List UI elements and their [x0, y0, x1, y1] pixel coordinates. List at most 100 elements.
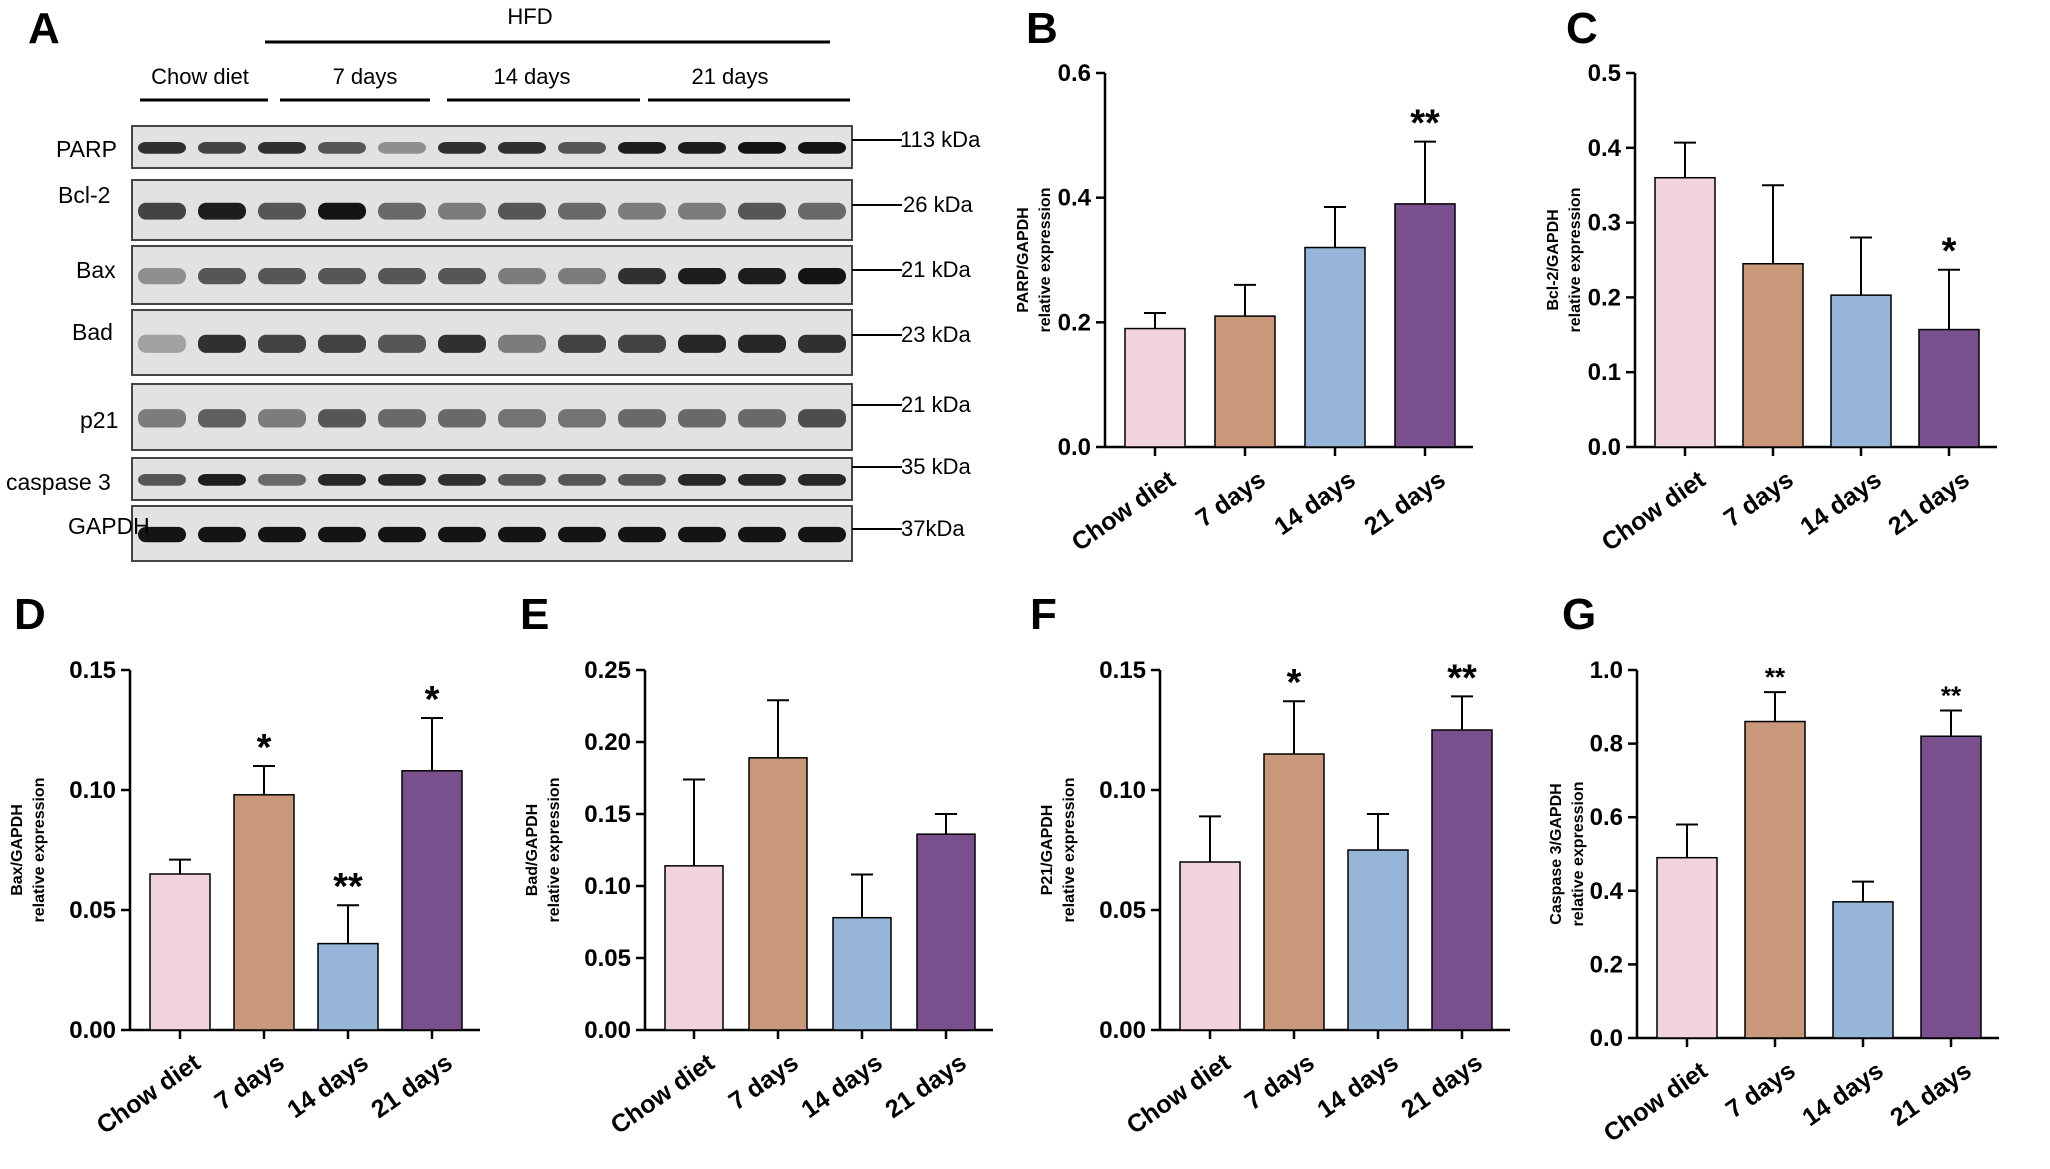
significance-marker: *: [425, 679, 440, 721]
blot-band: [258, 473, 306, 486]
blot-band: [198, 409, 246, 428]
blot-band: [558, 409, 606, 428]
y-tick-label: 0.6: [1590, 804, 1623, 831]
blot-band: [618, 409, 666, 428]
x-tick-label-group: 7 days: [1719, 465, 1799, 533]
blot-band: [318, 526, 366, 543]
x-tick-label: 14 days: [1312, 1048, 1403, 1124]
blot-band: [798, 409, 846, 428]
blot-band: [498, 473, 546, 486]
y-tick-label: 1.0: [1590, 657, 1623, 684]
blot-band: [798, 141, 846, 154]
panel-letter-a: A: [28, 4, 60, 53]
panel-letter-d: D: [14, 590, 46, 639]
blot-strip-caspase-3: [131, 457, 853, 501]
blot-group-label: 21 days: [691, 64, 768, 89]
bar: [317, 942, 379, 1031]
y-tick-label: 0.4: [1590, 878, 1624, 905]
x-tick-label-group: 14 days: [1795, 465, 1886, 541]
blot-band: [258, 526, 306, 543]
western-blot-panel: HFD Chow diet 7 days 14 days 21 days PARP 113 …: [0, 0, 1060, 575]
blot-kda-label: 21 kDa: [901, 257, 971, 282]
y-axis-label: Bad/GAPDH relative expression: [524, 778, 563, 923]
blot-strip-p21: [131, 383, 853, 451]
y-axis-label-line2: relative expression: [1037, 188, 1054, 333]
blot-band: [438, 202, 486, 220]
blot-band: [678, 334, 726, 353]
blot-band: [678, 526, 726, 543]
blot-row-label: caspase 3: [6, 469, 111, 495]
bar: [1656, 856, 1718, 1039]
y-tick-label: 0.2: [1590, 951, 1623, 978]
y-axis-label-line1: P21/GAPDH: [1039, 805, 1056, 896]
blot-band: [138, 473, 186, 486]
blot-band: [198, 334, 246, 353]
bar: [1179, 861, 1241, 1031]
y-tick-label: 0.00: [1099, 1017, 1146, 1044]
x-tick-label-group: 14 days: [1797, 1056, 1888, 1132]
x-tick-label-group: 14 days: [282, 1048, 373, 1124]
y-tick-label: 0.5: [1588, 60, 1621, 87]
chart-g-svg: 0.0 0.2 0.4 0.6 0.8 1.0 Caspase 3/GAPDH relativ…: [1548, 657, 1999, 1148]
significance-marker: **: [333, 866, 363, 908]
bar: [1304, 246, 1366, 448]
y-tick-label: 0.0: [1588, 434, 1621, 461]
y-tick-label: 0.2: [1058, 309, 1091, 336]
blot-band: [738, 473, 786, 486]
bar: [1832, 901, 1894, 1039]
blot-band: [258, 268, 306, 285]
blot-band: [798, 202, 846, 220]
bar: [1263, 753, 1325, 1031]
x-tick-label-group: 21 days: [1883, 465, 1974, 541]
x-tick-label: 7 days: [1721, 1056, 1801, 1124]
x-tick-label-group: 21 days: [366, 1048, 457, 1124]
blot-band: [378, 409, 426, 428]
x-tick-label-group: 7 days: [1191, 465, 1271, 533]
y-tick-label: 0.05: [584, 945, 631, 972]
y-axis-label-line2: relative expression: [1567, 188, 1584, 333]
y-axis-label-line2: relative expression: [1061, 778, 1078, 923]
blot-kda-label: 37kDa: [901, 516, 965, 541]
y-axis-label: Bcl-2/GAPDH relative expression: [1545, 188, 1584, 333]
x-tick-label: 14 days: [1797, 1056, 1888, 1132]
x-tick-label: 7 days: [724, 1048, 804, 1116]
blot-band: [678, 141, 726, 154]
y-tick-label: 0.15: [584, 801, 631, 828]
y-axis-label-line1: Bax/GAPDH: [9, 804, 26, 896]
blot-band: [678, 409, 726, 428]
blot-band: [558, 334, 606, 353]
blot-band: [498, 334, 546, 353]
blot-band: [438, 268, 486, 285]
blot-band: [378, 268, 426, 285]
blot-band: [738, 526, 786, 543]
x-tick-label: 7 days: [210, 1048, 290, 1116]
x-tick-label: 14 days: [1795, 465, 1886, 541]
chart-c-bcl2: 0.0 0.1 0.2 0.3 0.4 0.5 Bcl-2/GAPDH relative ex…: [1540, 55, 2045, 595]
blot-kda-label: 23 kDa: [901, 322, 971, 347]
x-tick-label: 21 days: [1396, 1048, 1487, 1124]
blot-row-label: PARP: [56, 136, 117, 162]
panel-letter-g: G: [1562, 590, 1597, 639]
x-tick-label: Chow diet: [92, 1048, 206, 1140]
y-tick-label: 0.15: [69, 657, 116, 684]
blot-band: [798, 526, 846, 543]
chart-b-svg: 0.0 0.2 0.4 0.6 PARP/GAPDH relative expressio…: [1015, 60, 1473, 557]
blot-band: [258, 202, 306, 220]
blot-band: [738, 202, 786, 220]
blot-band: [318, 141, 366, 154]
blot-band: [318, 409, 366, 428]
blot-band: [618, 473, 666, 486]
panel-letter-c: C: [1566, 4, 1598, 53]
blot-strip-gapdh: [131, 505, 853, 562]
blot-band: [798, 334, 846, 353]
panel-letter-b: B: [1026, 4, 1058, 53]
blot-band: [138, 334, 186, 353]
y-tick-label: 0.8: [1590, 731, 1623, 758]
x-tick-label: Chow diet: [606, 1048, 720, 1140]
x-tick-label-group: Chow diet: [1122, 1048, 1236, 1140]
x-tick-label: 21 days: [880, 1048, 971, 1124]
blot-band: [498, 141, 546, 154]
x-tick-label-group: 7 days: [724, 1048, 804, 1116]
blot-band: [798, 473, 846, 486]
y-tick-label: 0.00: [69, 1017, 116, 1044]
